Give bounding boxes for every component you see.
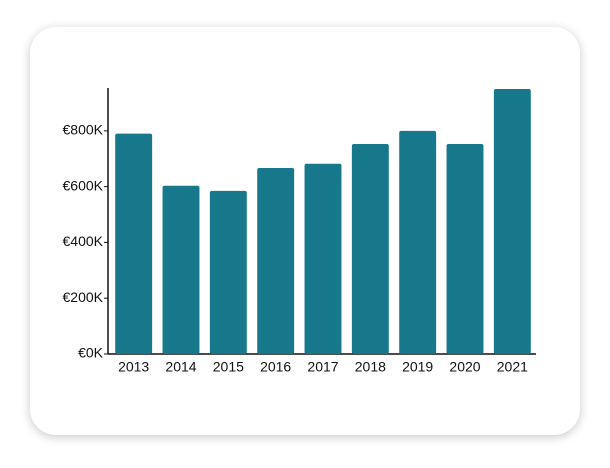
x-tick-label: 2014 [165,359,196,375]
x-tick-label: 2020 [449,359,480,375]
bar [115,133,153,354]
bar [162,185,200,354]
bar [493,89,531,354]
x-tick-label: 2021 [497,359,528,375]
x-tick-label: 2016 [260,359,291,375]
y-tick-label: €0K [78,345,104,361]
bar [351,143,389,354]
bar [257,167,295,354]
y-tick-label: €600K [63,177,104,193]
x-tick-label: 2017 [307,359,338,375]
y-tick-label: €400K [63,233,104,249]
bar [399,130,437,354]
bar [446,143,484,354]
y-tick-label: €800K [63,122,104,138]
x-tick-label: 2018 [355,359,386,375]
x-tick-label: 2013 [118,359,149,375]
x-tick-label: 2019 [402,359,433,375]
y-tick-label: €200K [63,289,104,305]
bar [304,163,342,354]
x-tick-label: 2015 [213,359,244,375]
bar [209,190,247,354]
